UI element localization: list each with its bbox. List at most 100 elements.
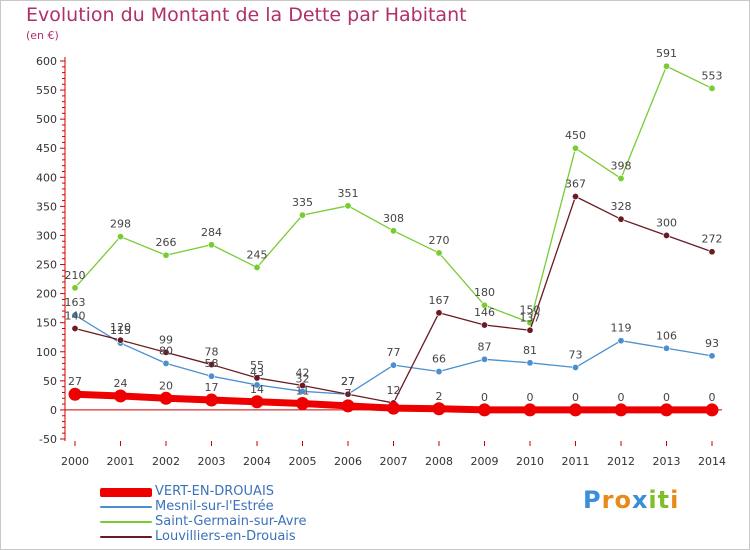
data-point [480,301,488,309]
data-point [387,401,400,415]
data-label: 27 [341,375,355,388]
data-label: 167 [429,294,450,307]
data-point [526,326,534,334]
data-point [571,363,579,371]
data-point [662,231,670,239]
data-point [159,391,173,405]
data-point [708,248,716,256]
data-point [435,309,443,317]
data-label: 81 [523,344,537,357]
data-point [117,336,125,344]
data-point [208,372,216,380]
data-label: 99 [159,333,173,346]
data-point [705,403,719,417]
proxiti-logo: Proxiti [583,486,680,514]
data-label: 272 [702,233,723,246]
data-label: 7 [345,387,352,400]
x-tick-label: 2007 [380,455,408,468]
data-label: 20 [159,379,173,392]
data-label: 553 [702,69,723,82]
x-tick-label: 2012 [607,455,635,468]
data-point [205,393,218,407]
data-point [253,381,261,389]
x-tick-label: 2008 [425,455,453,468]
data-point [68,387,82,401]
y-tick-label: 200 [36,288,57,301]
data-label: 0 [663,391,670,404]
data-point [341,399,355,413]
data-point [162,359,170,367]
legend-swatch [100,487,152,497]
data-label: 0 [572,391,579,404]
data-point [71,325,79,333]
data-point [523,403,537,417]
data-label: 2 [436,390,443,403]
data-point [253,374,261,382]
legend-swatch [100,521,152,523]
data-point [617,174,625,182]
data-label: 591 [656,47,677,60]
data-point [344,202,352,210]
y-tick-label: 450 [36,142,57,155]
data-point [253,263,261,271]
series-saint-germain-sur-avre [71,62,716,327]
y-tick-label: 0 [50,404,57,417]
legend-label: VERT-EN-DROUAIS [155,484,275,499]
data-point [480,355,488,363]
data-point [662,344,670,352]
data-label: 0 [527,391,534,404]
data-label: 146 [474,306,495,319]
x-tick-label: 2004 [243,455,271,468]
data-point [296,397,309,411]
data-point [162,348,170,356]
data-label: 284 [201,226,222,239]
data-label: 0 [709,391,716,404]
y-tick-label: 250 [36,259,57,272]
data-label: 78 [205,346,219,359]
data-label: 266 [156,236,177,249]
data-label: 298 [110,218,131,231]
data-point [117,233,125,241]
data-label: 106 [656,329,677,342]
data-label: 150 [520,304,541,317]
data-point [250,395,264,409]
data-point [478,403,491,417]
data-label: 42 [296,366,310,379]
data-label: 140 [65,310,86,323]
data-label: 12 [387,384,401,397]
data-point [162,251,170,259]
y-tick-label: 550 [36,84,57,97]
data-label: 0 [481,391,488,404]
data-label: 210 [65,269,86,282]
data-label: 27 [68,375,82,388]
data-point [617,215,625,223]
data-point [614,403,628,417]
y-tick-label: 50 [43,375,57,388]
data-label: 77 [387,346,401,359]
data-label: 93 [705,337,719,350]
data-label: 163 [65,296,86,309]
data-label: 17 [205,381,219,394]
series-vert-en-drouais [68,387,719,417]
y-tick-label: 300 [36,229,57,242]
data-point [298,381,306,389]
data-label: 120 [110,321,131,334]
data-point [526,359,534,367]
data-label: 80 [159,344,173,357]
data-point [71,284,79,292]
data-point [571,192,579,200]
x-tick-label: 2002 [152,455,180,468]
data-point [435,368,443,376]
data-label: 55 [250,359,264,372]
data-label: 58 [205,357,219,370]
legend-swatch [100,506,152,508]
data-label: 180 [474,286,495,299]
x-tick-label: 2010 [516,455,544,468]
data-point [71,311,79,319]
data-label: 66 [432,353,446,366]
y-tick-label: 150 [36,317,57,330]
data-label: 328 [611,200,632,213]
y-tick-label: 100 [36,346,57,359]
